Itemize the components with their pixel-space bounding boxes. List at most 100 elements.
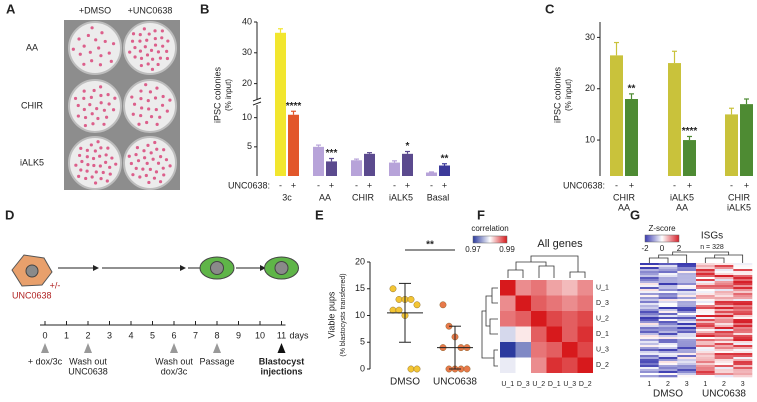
heatmap-stripe	[658, 317, 678, 320]
significance: ****	[286, 101, 302, 112]
colony	[142, 27, 146, 31]
colony	[129, 161, 133, 166]
colony	[137, 122, 141, 126]
colony	[141, 167, 145, 171]
heatmap-stripe	[714, 301, 734, 304]
heatmap-stripe	[714, 333, 734, 336]
heatmap-cell	[500, 342, 516, 358]
heatmap-stripe	[640, 345, 659, 348]
bar	[439, 165, 450, 176]
event-label: Wash out	[155, 356, 193, 366]
colony	[77, 174, 81, 178]
heatmap-stripe	[640, 373, 659, 376]
colony	[144, 173, 148, 178]
colony	[110, 156, 114, 160]
x-tick-label: UNC0638	[433, 377, 477, 388]
colony	[145, 161, 149, 166]
heatmap-cell	[577, 295, 593, 311]
treatment-label: -	[279, 180, 282, 190]
heatmap-stripe	[658, 269, 678, 272]
heatmap-stripe	[677, 287, 697, 290]
heatmap-stripe	[640, 303, 659, 306]
day-label: 0	[42, 330, 47, 340]
bar	[275, 32, 286, 176]
colony	[159, 155, 163, 159]
heatmap-stripe	[696, 305, 715, 308]
heatmap-stripe	[733, 309, 753, 312]
heatmap-stripe	[714, 283, 734, 286]
day-label: 11	[277, 330, 286, 340]
heatmap-stripe	[714, 325, 734, 328]
heatmap-stripe	[640, 341, 659, 344]
column-label: D_3	[517, 381, 530, 388]
heatmap-stripe	[677, 299, 697, 302]
heatmap-stripe	[733, 297, 753, 300]
legend-title: correlation	[471, 224, 508, 233]
heatmap-stripe	[677, 303, 697, 306]
bar	[389, 162, 400, 176]
colony	[90, 112, 94, 116]
heatmap-cell	[546, 326, 562, 342]
heatmap-stripe	[640, 265, 659, 268]
heatmap-stripe	[677, 293, 697, 296]
colony	[96, 116, 100, 121]
heatmap-stripe	[640, 299, 659, 302]
heatmap-stripe	[714, 289, 734, 292]
heatmap-stripe	[696, 301, 715, 304]
colony	[153, 96, 158, 100]
bar	[288, 114, 299, 176]
treatment-label: UNC0638	[12, 290, 52, 300]
heatmap-title: ISGs	[701, 231, 723, 242]
colony	[91, 156, 96, 161]
y-tick-label: 30	[242, 47, 252, 57]
colony	[143, 156, 147, 160]
colony	[82, 44, 86, 48]
heatmap-stripe	[658, 375, 678, 378]
heatmap-stripe	[733, 279, 753, 282]
heatmap-stripe	[658, 303, 678, 306]
heatmap-stripe	[733, 327, 753, 330]
colony	[93, 181, 98, 185]
heatmap-stripe	[677, 315, 697, 318]
nucleus	[274, 261, 289, 275]
colony	[149, 151, 153, 155]
heatmap-stripe	[696, 307, 715, 310]
colony	[133, 45, 137, 50]
heatmap-stripe	[677, 325, 697, 328]
heatmap-cell	[500, 280, 516, 296]
heatmap-stripe	[696, 271, 715, 274]
y-axis-sublabel: (% blastocysts transferred)	[340, 273, 347, 356]
heatmap-stripe	[714, 281, 734, 284]
heatmap-stripe	[733, 339, 753, 342]
colony	[95, 107, 99, 111]
row-label: D_3	[596, 300, 609, 307]
y-axis-label: iPSC colonies	[552, 66, 562, 123]
heatmap-stripe	[640, 325, 659, 328]
category-label: iALK5	[727, 202, 751, 212]
heatmap-stripe	[696, 347, 715, 350]
treatment-label: -	[615, 180, 618, 190]
heatmap-stripe	[733, 303, 753, 306]
colony	[98, 164, 102, 168]
day-label: 4	[128, 330, 133, 340]
heatmap-stripe	[696, 269, 715, 272]
colony	[74, 163, 78, 167]
heatmap-cell	[500, 295, 516, 311]
heatmap-stripe	[733, 345, 753, 348]
colony	[153, 36, 157, 41]
heatmap-cell	[515, 311, 531, 327]
column-label: 3	[741, 381, 745, 388]
legend-title: Z-score	[648, 224, 676, 233]
colony	[139, 56, 144, 60]
colony	[155, 122, 159, 126]
heatmap-stripe	[733, 319, 753, 322]
legend-tick: -2	[641, 244, 649, 253]
colony	[142, 149, 146, 153]
heatmap-stripe	[696, 267, 715, 270]
heatmap-stripe	[714, 303, 734, 306]
y-tick-label: 5	[360, 337, 365, 347]
point	[463, 365, 471, 373]
heatmap-stripe	[677, 343, 697, 346]
heatmap-stripe	[658, 297, 678, 300]
bar	[725, 114, 738, 176]
